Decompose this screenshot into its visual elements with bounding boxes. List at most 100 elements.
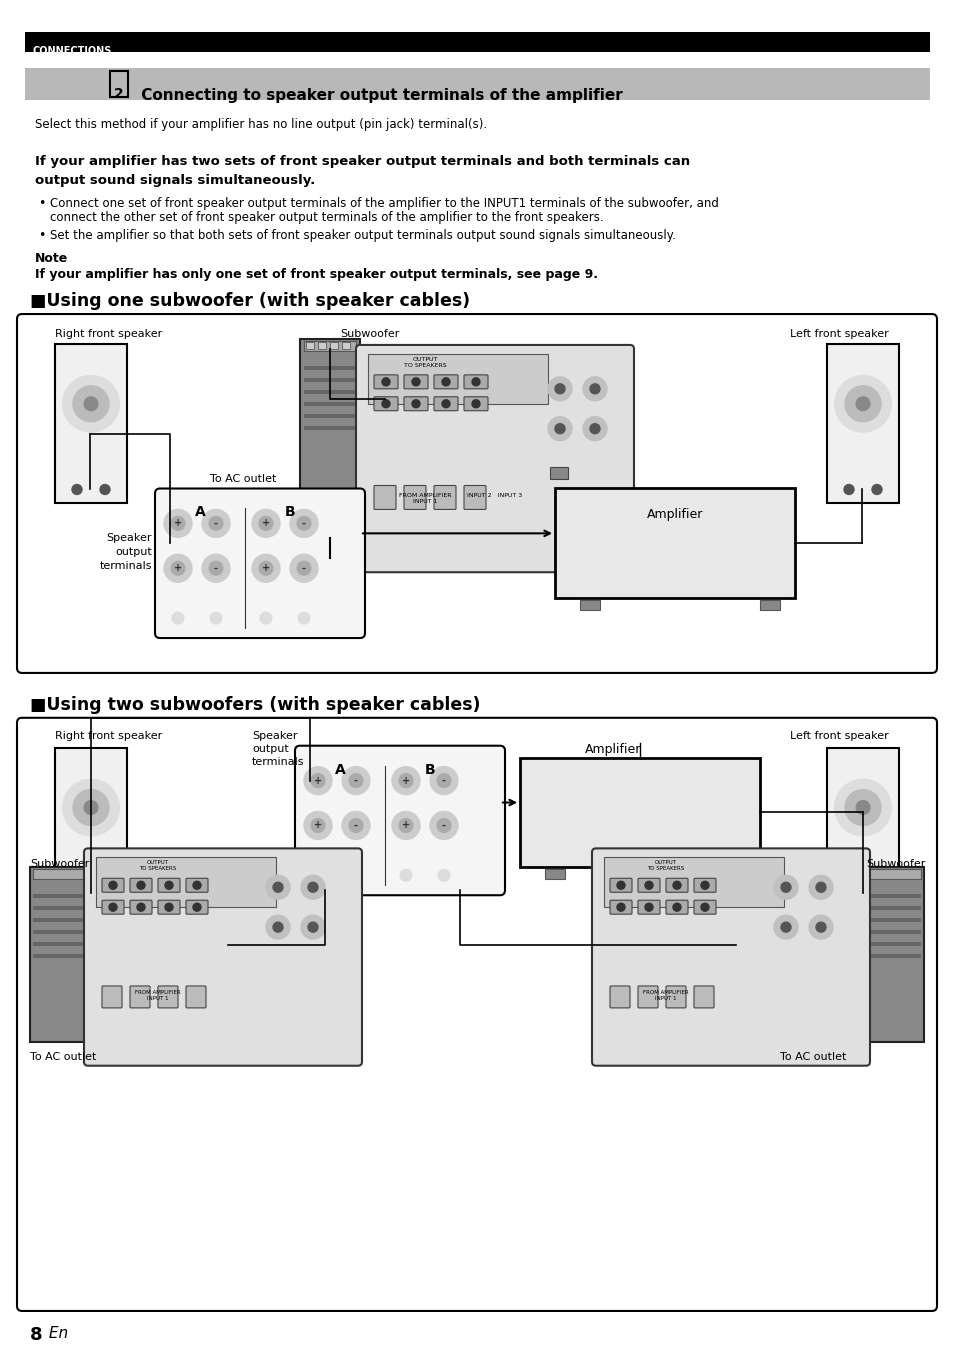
Text: 2: 2 bbox=[114, 86, 124, 101]
Circle shape bbox=[193, 882, 201, 890]
Text: +: + bbox=[173, 563, 182, 573]
Bar bbox=[724, 869, 744, 879]
FancyBboxPatch shape bbox=[186, 985, 206, 1008]
Text: -: - bbox=[441, 821, 446, 830]
Circle shape bbox=[844, 790, 880, 825]
Circle shape bbox=[63, 376, 119, 431]
Circle shape bbox=[781, 922, 790, 931]
Circle shape bbox=[834, 376, 890, 431]
Circle shape bbox=[171, 561, 185, 576]
Text: -: - bbox=[302, 563, 306, 573]
Circle shape bbox=[582, 417, 606, 441]
Bar bbox=[55, 748, 127, 907]
Circle shape bbox=[555, 423, 564, 434]
Text: FROM AMPLIFIER
INPUT 1: FROM AMPLIFIER INPUT 1 bbox=[398, 493, 451, 504]
Circle shape bbox=[258, 516, 273, 530]
Circle shape bbox=[311, 818, 325, 833]
FancyBboxPatch shape bbox=[294, 745, 504, 895]
Circle shape bbox=[252, 554, 280, 582]
Circle shape bbox=[644, 903, 652, 911]
Circle shape bbox=[165, 882, 172, 890]
Bar bbox=[33, 894, 85, 898]
Circle shape bbox=[589, 384, 599, 394]
Text: FROM AMPLIFIER
INPUT 1: FROM AMPLIFIER INPUT 1 bbox=[135, 989, 181, 1000]
FancyBboxPatch shape bbox=[638, 900, 659, 914]
Circle shape bbox=[781, 883, 790, 892]
Circle shape bbox=[672, 882, 680, 890]
Circle shape bbox=[109, 882, 117, 890]
Text: Note: Note bbox=[35, 252, 69, 266]
Bar bbox=[96, 857, 275, 907]
Bar bbox=[317, 342, 326, 349]
FancyBboxPatch shape bbox=[186, 879, 208, 892]
Text: Right front speaker: Right front speaker bbox=[55, 731, 162, 741]
FancyBboxPatch shape bbox=[154, 488, 365, 638]
Circle shape bbox=[165, 903, 172, 911]
FancyBboxPatch shape bbox=[434, 396, 457, 411]
Circle shape bbox=[617, 882, 624, 890]
Circle shape bbox=[547, 417, 572, 441]
Circle shape bbox=[589, 423, 599, 434]
Circle shape bbox=[773, 915, 797, 940]
Circle shape bbox=[164, 510, 192, 538]
FancyBboxPatch shape bbox=[374, 396, 397, 411]
Text: -: - bbox=[354, 821, 357, 830]
Circle shape bbox=[392, 811, 419, 840]
Text: To AC outlet: To AC outlet bbox=[30, 1051, 96, 1062]
Bar bbox=[868, 930, 920, 934]
Bar bbox=[868, 942, 920, 946]
Text: Left front speaker: Left front speaker bbox=[789, 731, 888, 741]
Bar bbox=[330, 342, 337, 349]
Circle shape bbox=[381, 400, 390, 407]
Text: Right front speaker: Right front speaker bbox=[55, 329, 162, 338]
Circle shape bbox=[398, 818, 413, 833]
Text: -: - bbox=[354, 775, 357, 786]
Circle shape bbox=[843, 484, 853, 495]
FancyBboxPatch shape bbox=[592, 848, 869, 1066]
Circle shape bbox=[304, 811, 332, 840]
FancyBboxPatch shape bbox=[665, 985, 685, 1008]
Text: •: • bbox=[38, 197, 46, 210]
FancyBboxPatch shape bbox=[665, 879, 687, 892]
Bar bbox=[579, 600, 599, 611]
Circle shape bbox=[381, 377, 390, 386]
Bar bbox=[544, 869, 564, 879]
Bar bbox=[555, 488, 794, 599]
Text: B: B bbox=[424, 763, 435, 776]
Text: output sound signals simultaneously.: output sound signals simultaneously. bbox=[35, 174, 314, 187]
Circle shape bbox=[137, 882, 145, 890]
Circle shape bbox=[202, 554, 230, 582]
Text: -: - bbox=[441, 775, 446, 786]
Text: Connect one set of front speaker output terminals of the amplifier to the INPUT1: Connect one set of front speaker output … bbox=[50, 197, 719, 210]
Bar bbox=[304, 341, 355, 350]
FancyBboxPatch shape bbox=[665, 900, 687, 914]
Circle shape bbox=[210, 612, 222, 624]
Circle shape bbox=[301, 915, 325, 940]
Text: +: + bbox=[401, 821, 410, 830]
Text: To AC outlet: To AC outlet bbox=[210, 473, 276, 484]
Bar bbox=[304, 377, 355, 381]
Circle shape bbox=[392, 767, 419, 794]
Circle shape bbox=[137, 903, 145, 911]
Circle shape bbox=[290, 554, 317, 582]
Circle shape bbox=[71, 484, 82, 495]
FancyBboxPatch shape bbox=[609, 985, 629, 1008]
Circle shape bbox=[547, 377, 572, 400]
Text: FROM AMPLIFIER
INPUT 1: FROM AMPLIFIER INPUT 1 bbox=[642, 989, 688, 1000]
Bar bbox=[306, 342, 314, 349]
Bar bbox=[304, 426, 355, 430]
Circle shape bbox=[193, 903, 201, 911]
FancyBboxPatch shape bbox=[130, 900, 152, 914]
Circle shape bbox=[871, 484, 882, 495]
Circle shape bbox=[297, 612, 310, 624]
Text: -: - bbox=[302, 519, 306, 528]
Bar bbox=[33, 918, 85, 922]
Bar bbox=[865, 867, 923, 1042]
Circle shape bbox=[855, 801, 869, 814]
Circle shape bbox=[209, 561, 223, 576]
FancyBboxPatch shape bbox=[130, 879, 152, 892]
FancyBboxPatch shape bbox=[638, 985, 658, 1008]
Circle shape bbox=[436, 774, 451, 787]
Circle shape bbox=[266, 875, 290, 899]
Circle shape bbox=[350, 869, 361, 882]
